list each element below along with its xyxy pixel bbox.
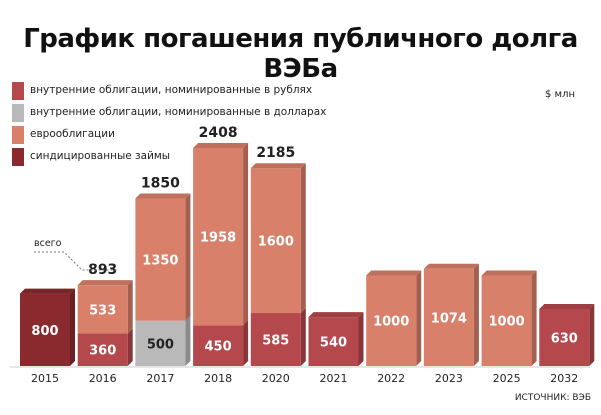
bar-top [135,193,191,199]
x-tick-label: 2022 [377,372,405,385]
total-note-label: всего [34,238,62,249]
segment-value-label: 360 [89,344,116,359]
segment-value-label: 540 [320,336,347,351]
segment-value-label: 1000 [489,315,525,330]
legend-label: внутренние облигации, номинированные в д… [30,106,327,118]
legend-swatch [12,82,24,100]
bar-side [531,270,537,366]
total-value-label: 2408 [199,125,238,141]
legend-swatch [12,126,24,144]
segment-value-label: 1000 [373,315,409,330]
segment-value-label: 1074 [431,311,467,326]
bar-top [308,312,364,318]
x-tick-label: 2032 [550,372,578,385]
source-note: ИСТОЧНИК: ВЭБ [514,393,591,403]
x-tick-label: 2021 [320,372,348,385]
x-tick-label: 2025 [493,372,521,385]
bar-side [300,163,306,314]
bar-side [358,312,364,366]
legend-label: синдицированные займы [30,150,171,162]
x-tick-label: 2016 [89,372,117,385]
bar-segment [193,325,244,366]
unit-label: $ млн [545,89,576,100]
chart-title: График погашения публичного долга ВЭБа [23,24,578,84]
bar-side [70,288,75,366]
bar-segment [77,285,128,334]
bar-side [243,320,249,366]
bar-segment [481,275,532,366]
bar-side [127,280,133,334]
segment-value-label: 800 [31,324,58,339]
bar-segment [250,168,301,314]
bar-top [77,280,133,286]
legend-label: внутренние облигации, номинированные в р… [30,84,313,96]
bar-top [250,163,306,169]
legend-swatch [12,148,24,166]
segment-value-label: 1600 [258,235,294,250]
bar-top [481,270,537,276]
legend-label: еврооблигации [30,128,115,140]
bar-segment [20,293,70,366]
segment-value-label: 450 [205,340,232,355]
bar-side [300,308,306,366]
x-tick-label: 2018 [204,372,232,385]
bar-segment [308,317,359,366]
x-tick-label: 2017 [146,372,174,385]
bar-segment [366,275,417,366]
bar-side [473,263,479,366]
segment-value-label: 1958 [200,231,236,246]
x-tick-label: 2023 [435,372,463,385]
bar-side [127,328,133,366]
bar-side [589,303,595,366]
total-value-label: 2185 [256,145,295,161]
bar-top [366,270,422,276]
segment-value-label: 1350 [142,254,178,269]
total-note-line [34,251,118,271]
bar-top [20,288,75,294]
bar-segment [77,333,128,366]
bar-side [185,315,191,366]
bar-side [416,270,422,366]
segment-value-label: 500 [147,337,174,352]
bar-segment [135,198,186,321]
bar-segment [193,148,244,326]
bar-top [539,303,595,309]
bar-top [193,143,249,148]
segment-value-label: 533 [89,303,116,318]
bar-segment [250,313,301,366]
bar-segment [539,308,590,366]
segment-value-label: 585 [262,334,289,349]
bar-segment [135,320,186,366]
legend-swatch [12,104,24,122]
x-tick-label: 2015 [31,372,59,385]
bar-side [243,143,249,326]
bar-segment [423,268,474,366]
bar-top [423,263,479,269]
bar-side [185,193,191,321]
segment-value-label: 630 [551,331,578,346]
total-value-label: 1850 [141,176,180,192]
x-tick-label: 2020 [262,372,290,385]
